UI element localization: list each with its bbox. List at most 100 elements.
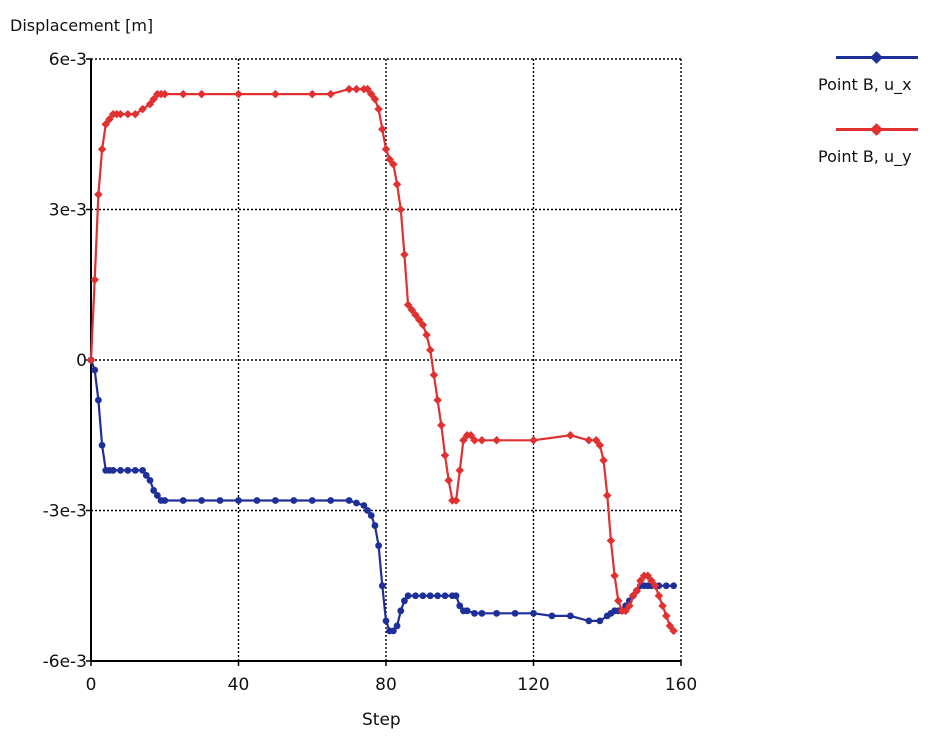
x-axis-label: Step: [362, 710, 401, 730]
data-point: [98, 441, 106, 449]
y-tick-label: 6e-3: [49, 50, 87, 70]
data-point: [632, 586, 641, 596]
data-point: [596, 617, 604, 625]
data-point: [493, 609, 501, 617]
data-point: [548, 612, 556, 620]
data-point: [437, 420, 446, 430]
data-point: [614, 596, 623, 606]
series-0: [87, 356, 678, 635]
data-point: [599, 456, 608, 465]
data-point: [400, 250, 409, 259]
data-point: [530, 609, 537, 617]
data-point: [451, 496, 461, 505]
data-point: [444, 476, 453, 485]
data-point: [603, 491, 612, 500]
data-point: [308, 497, 316, 504]
series-layer: [86, 84, 678, 636]
data-point: [364, 507, 371, 514]
data-point: [389, 160, 398, 169]
x-tick-label: 120: [517, 675, 549, 695]
data-point: [352, 84, 361, 94]
data-point: [670, 582, 678, 590]
data-point: [94, 190, 103, 199]
data-point: [381, 145, 391, 154]
data-point: [145, 99, 155, 109]
data-point: [434, 592, 442, 600]
data-point: [636, 576, 645, 585]
data-point: [621, 606, 630, 616]
data-point: [271, 89, 280, 99]
data-point: [595, 441, 605, 450]
y-tick-label: 3e-3: [49, 201, 87, 221]
data-point: [363, 84, 372, 94]
data-point: [90, 275, 99, 284]
data-point: [253, 497, 261, 504]
data-point: [91, 366, 99, 374]
data-point: [139, 466, 147, 474]
data-point: [160, 89, 169, 99]
data-point: [403, 300, 413, 310]
data-point: [371, 522, 379, 529]
data-point: [610, 571, 619, 580]
y-tick-label: -6e-3: [43, 652, 87, 672]
data-point: [109, 466, 117, 474]
data-point: [665, 621, 675, 631]
data-point: [150, 487, 158, 494]
y-axis-label: Displacement [m]: [10, 16, 154, 35]
data-point: [669, 626, 678, 636]
data-point: [478, 609, 486, 617]
data-point: [606, 536, 616, 545]
data-point: [353, 499, 360, 507]
data-point: [370, 94, 380, 104]
data-point: [426, 592, 434, 600]
x-tick-label: 160: [665, 675, 697, 695]
data-point: [326, 89, 335, 99]
data-point: [414, 315, 424, 325]
series-line: [89, 87, 675, 632]
data-point: [662, 611, 671, 621]
data-point: [401, 597, 408, 605]
data-point: [344, 84, 354, 94]
data-point: [418, 320, 428, 330]
data-point: [375, 542, 383, 550]
data-point: [117, 466, 124, 474]
data-point: [382, 617, 390, 625]
data-point: [397, 607, 405, 615]
data-point: [234, 89, 243, 99]
data-point: [529, 436, 538, 445]
x-tick-label: 80: [375, 675, 397, 695]
data-point: [463, 607, 471, 615]
data-point: [422, 330, 431, 340]
data-point: [455, 466, 464, 475]
data-point: [392, 180, 402, 189]
data-point: [271, 497, 279, 504]
data-point: [124, 466, 132, 474]
data-point: [367, 89, 376, 99]
data-point: [149, 94, 158, 104]
data-point: [86, 355, 96, 365]
data-point: [142, 471, 150, 479]
data-point: [216, 497, 224, 504]
data-point: [426, 345, 435, 355]
data-point: [466, 431, 476, 440]
data-point: [585, 617, 593, 625]
data-point: [161, 497, 169, 504]
legend-label-uy: Point B, u_y: [818, 147, 912, 166]
data-point: [511, 609, 519, 617]
data-point: [235, 497, 242, 504]
data-point: [101, 119, 110, 129]
series-1: [86, 84, 678, 636]
data-point: [452, 592, 460, 600]
data-point: [345, 497, 353, 504]
data-point: [378, 124, 387, 134]
data-point: [429, 370, 439, 380]
data-point: [123, 109, 133, 119]
data-point: [628, 591, 638, 601]
data-point: [566, 612, 574, 620]
data-point: [440, 451, 450, 460]
data-point: [654, 591, 664, 601]
data-point: [327, 497, 335, 504]
data-point: [290, 497, 298, 504]
y-tick-label: 0: [76, 351, 87, 371]
